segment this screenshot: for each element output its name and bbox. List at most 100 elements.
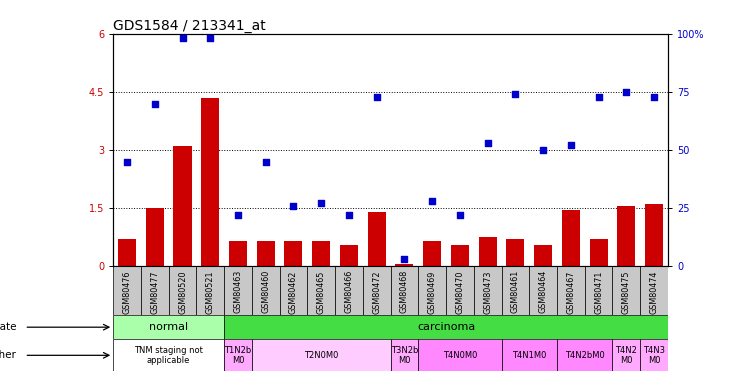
Bar: [257, 241, 274, 266]
Text: GSM80471: GSM80471: [594, 270, 603, 314]
Bar: [391, 266, 418, 315]
Bar: [502, 339, 557, 371]
Point: [399, 256, 410, 262]
Bar: [502, 266, 529, 315]
Bar: [557, 266, 585, 315]
Bar: [423, 241, 441, 266]
Point: [121, 159, 133, 165]
Point: [454, 212, 466, 218]
Text: GSM80475: GSM80475: [622, 270, 631, 314]
Text: T4N2
M0: T4N2 M0: [615, 346, 637, 365]
Text: GSM80466: GSM80466: [345, 270, 353, 314]
Point: [288, 203, 299, 209]
Bar: [285, 241, 302, 266]
Bar: [529, 266, 557, 315]
Bar: [118, 239, 136, 266]
Text: disease state: disease state: [0, 322, 16, 332]
Bar: [640, 266, 668, 315]
Point: [315, 201, 327, 207]
Point: [648, 93, 660, 99]
Bar: [174, 146, 191, 266]
Text: GSM80460: GSM80460: [261, 270, 270, 314]
Bar: [252, 339, 391, 371]
Point: [537, 147, 549, 153]
Text: normal: normal: [149, 322, 188, 332]
Bar: [280, 266, 307, 315]
Point: [510, 91, 521, 97]
Bar: [335, 266, 363, 315]
Text: GSM80472: GSM80472: [372, 270, 381, 314]
Bar: [113, 339, 224, 371]
Text: GSM80477: GSM80477: [150, 270, 159, 314]
Bar: [146, 208, 164, 266]
Text: GSM80473: GSM80473: [483, 270, 492, 314]
Text: GSM80462: GSM80462: [289, 270, 298, 314]
Bar: [252, 266, 280, 315]
Bar: [312, 241, 330, 266]
Text: GSM80470: GSM80470: [456, 270, 464, 314]
Bar: [224, 339, 252, 371]
Bar: [618, 206, 635, 266]
Bar: [224, 315, 668, 339]
Bar: [474, 266, 502, 315]
Text: GSM80469: GSM80469: [428, 270, 437, 314]
Text: GSM80521: GSM80521: [206, 270, 215, 314]
Bar: [612, 266, 640, 315]
Text: GSM80465: GSM80465: [317, 270, 326, 314]
Bar: [224, 266, 252, 315]
Bar: [557, 339, 612, 371]
Point: [482, 140, 493, 146]
Bar: [396, 264, 413, 266]
Text: T1N2b
M0: T1N2b M0: [224, 346, 252, 365]
Bar: [196, 266, 224, 315]
Bar: [612, 339, 640, 371]
Bar: [307, 266, 335, 315]
Point: [426, 198, 438, 204]
Text: GSM80476: GSM80476: [123, 270, 131, 314]
Bar: [507, 239, 524, 266]
Text: T4N3
M0: T4N3 M0: [643, 346, 665, 365]
Bar: [640, 339, 668, 371]
Text: T4N1M0: T4N1M0: [512, 351, 547, 360]
Text: GSM80520: GSM80520: [178, 270, 187, 314]
Point: [620, 89, 632, 95]
Point: [343, 212, 355, 218]
Bar: [645, 204, 663, 266]
Bar: [562, 210, 580, 266]
Text: GSM80463: GSM80463: [234, 270, 242, 314]
Text: other: other: [0, 350, 16, 360]
Bar: [585, 266, 612, 315]
Bar: [590, 239, 607, 266]
Bar: [479, 237, 496, 266]
Bar: [229, 241, 247, 266]
Point: [204, 35, 216, 41]
Point: [565, 142, 577, 148]
Bar: [446, 266, 474, 315]
Bar: [534, 245, 552, 266]
Bar: [368, 212, 385, 266]
Point: [371, 93, 383, 99]
Point: [177, 35, 188, 41]
Text: GSM80474: GSM80474: [650, 270, 658, 314]
Bar: [451, 245, 469, 266]
Point: [232, 212, 244, 218]
Text: GSM80461: GSM80461: [511, 270, 520, 314]
Bar: [141, 266, 169, 315]
Bar: [113, 266, 141, 315]
Text: GSM80464: GSM80464: [539, 270, 548, 314]
Bar: [201, 98, 219, 266]
Point: [260, 159, 272, 165]
Bar: [418, 339, 502, 371]
Text: T2N0M0: T2N0M0: [304, 351, 339, 360]
Bar: [391, 339, 418, 371]
Text: GSM80468: GSM80468: [400, 270, 409, 314]
Text: GDS1584 / 213341_at: GDS1584 / 213341_at: [113, 19, 266, 33]
Text: T4N0M0: T4N0M0: [442, 351, 477, 360]
Text: T4N2bM0: T4N2bM0: [565, 351, 604, 360]
Bar: [113, 315, 224, 339]
Point: [593, 93, 604, 99]
Bar: [340, 245, 358, 266]
Bar: [169, 266, 196, 315]
Text: GSM80467: GSM80467: [566, 270, 575, 314]
Bar: [363, 266, 391, 315]
